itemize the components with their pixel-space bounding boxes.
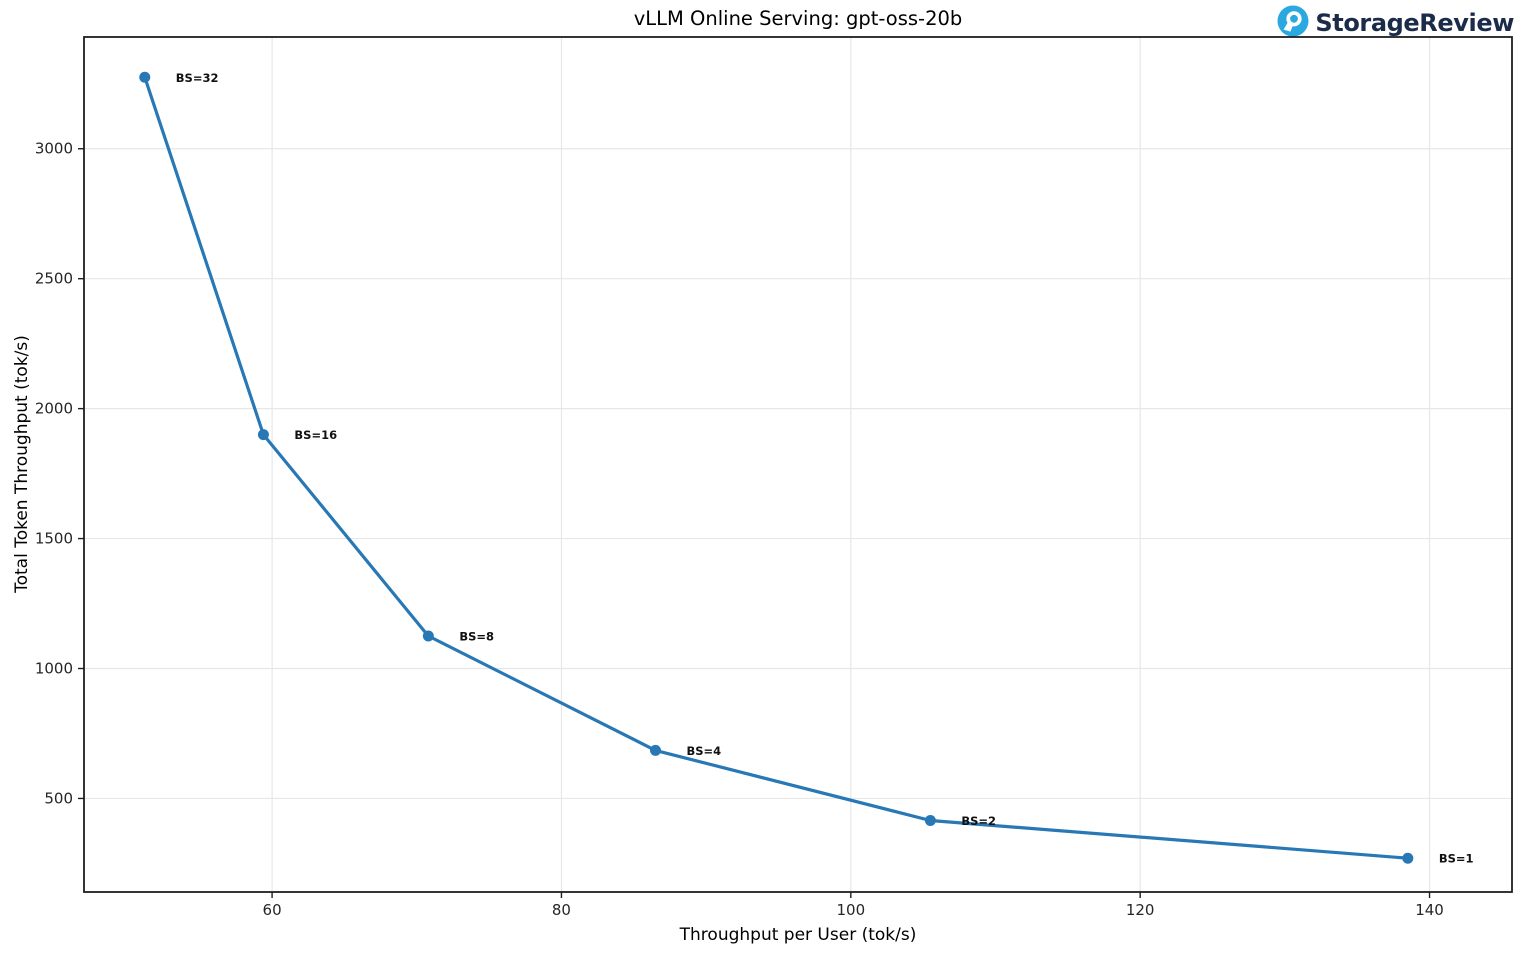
y-tick-label: 500 [44,789,73,807]
data-point [1402,852,1414,864]
x-tick-label: 100 [836,901,865,919]
data-point-label: BS=2 [961,814,996,828]
chart-title: vLLM Online Serving: gpt-oss-20b [633,7,963,30]
x-tick-label: 80 [552,901,571,919]
data-point [924,815,936,827]
storagereview-logo-icon [1277,5,1309,41]
brand-wordmark: StorageReview [1315,9,1514,37]
x-tick-label: 60 [263,901,282,919]
data-point-label: BS=4 [686,744,721,758]
plot-border [83,36,1513,893]
data-point [257,429,269,441]
data-point-label: BS=8 [459,630,494,644]
x-tick-label: 120 [1126,901,1155,919]
data-point-label: BS=32 [176,71,219,85]
data-point-label: BS=1 [1439,852,1474,866]
data-point [422,630,434,642]
y-tick-label: 2000 [35,400,73,418]
y-tick-label: 2500 [35,270,73,288]
data-point [649,744,661,756]
y-tick-label: 3000 [35,140,73,158]
x-axis-label: Throughput per User (tok/s) [679,925,917,945]
x-tick-label: 140 [1415,901,1444,919]
series-line [143,75,1410,860]
brand-logo: StorageReview [1277,5,1514,41]
y-tick-label: 1500 [35,530,73,548]
data-point-label: BS=16 [294,428,337,442]
data-point [139,71,151,83]
y-tick-label: 1000 [35,660,73,678]
